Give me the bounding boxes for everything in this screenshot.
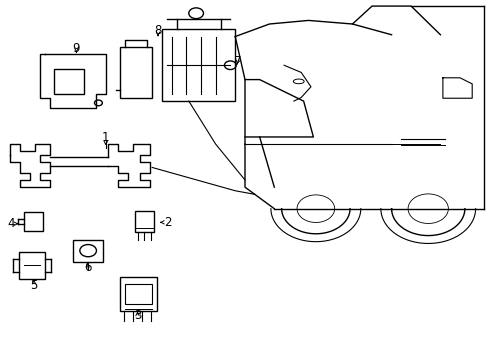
Text: 7: 7 [234,55,242,68]
Text: 3: 3 [134,309,141,322]
Bar [121,277,157,311]
Text: 4: 4 [8,217,15,230]
Bar [54,69,84,94]
Text: 6: 6 [84,261,92,274]
Bar [121,47,152,98]
Bar [162,30,235,101]
Text: 9: 9 [73,41,80,54]
Bar [24,212,43,231]
Bar [19,252,45,279]
Bar [135,211,154,232]
Text: 2: 2 [164,216,171,229]
Bar [125,284,152,304]
Text: 1: 1 [102,131,109,144]
Text: 5: 5 [30,279,38,292]
Bar [73,239,103,262]
Text: 8: 8 [154,24,162,37]
